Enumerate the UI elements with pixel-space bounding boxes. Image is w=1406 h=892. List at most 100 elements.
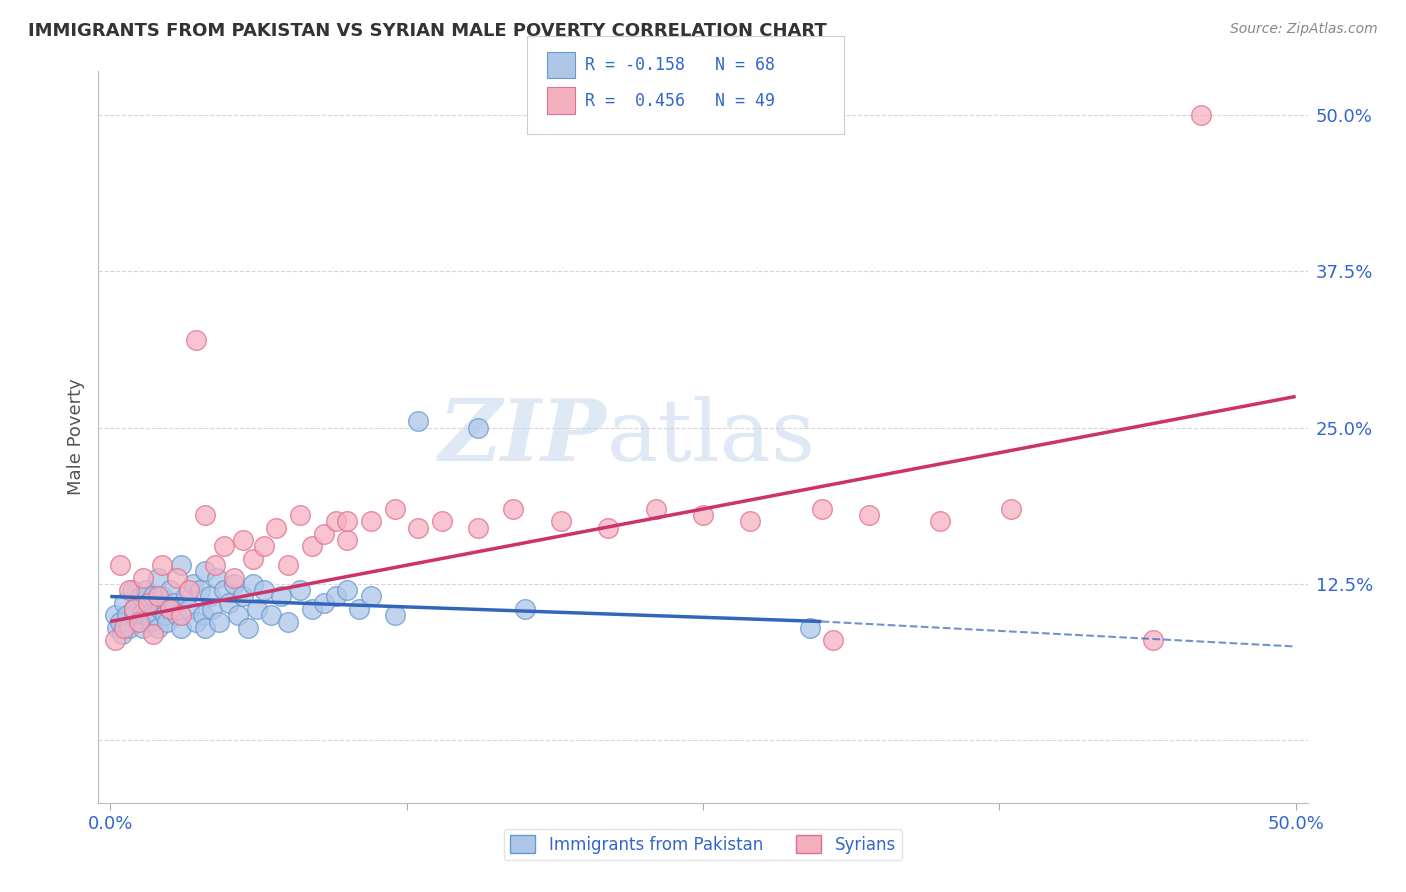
Point — [325, 590, 347, 604]
Point — [212, 540, 235, 554]
Point — [242, 577, 264, 591]
Point — [128, 615, 150, 629]
Point — [823, 633, 845, 648]
Point — [177, 583, 200, 598]
Text: ZIP: ZIP — [439, 395, 606, 479]
Point — [598, 521, 620, 535]
Point — [301, 602, 323, 616]
Point — [104, 633, 127, 648]
Point — [325, 515, 347, 529]
Point — [129, 608, 152, 623]
Point — [132, 571, 155, 585]
Point — [692, 508, 714, 523]
Point — [236, 621, 259, 635]
Point — [108, 615, 131, 629]
Point — [218, 596, 240, 610]
Point — [810, 502, 832, 516]
Point — [184, 615, 207, 629]
Point — [384, 608, 406, 623]
Point — [114, 621, 136, 635]
Point — [128, 615, 150, 629]
Text: R =  0.456   N = 49: R = 0.456 N = 49 — [585, 92, 775, 110]
Point — [132, 621, 155, 635]
Point — [288, 583, 311, 598]
Point — [467, 420, 489, 434]
Point — [204, 558, 226, 573]
Point — [139, 615, 162, 629]
Point — [159, 602, 181, 616]
Point — [336, 515, 359, 529]
Point — [644, 502, 666, 516]
Point — [114, 596, 136, 610]
Point — [432, 515, 454, 529]
Point — [222, 571, 245, 585]
Point — [194, 565, 217, 579]
Point — [166, 608, 188, 623]
Point — [159, 602, 181, 616]
Point — [242, 552, 264, 566]
Point — [1000, 502, 1022, 516]
Point — [502, 502, 524, 516]
Point — [152, 558, 174, 573]
Point — [122, 608, 145, 623]
Point — [201, 602, 224, 616]
Legend: Immigrants from Pakistan, Syrians: Immigrants from Pakistan, Syrians — [503, 829, 903, 860]
Point — [174, 590, 197, 604]
Point — [384, 502, 406, 516]
Point — [929, 515, 952, 529]
Point — [159, 583, 181, 598]
Point — [142, 627, 165, 641]
Point — [135, 608, 157, 623]
Point — [111, 627, 134, 641]
Point — [1142, 633, 1164, 648]
Text: atlas: atlas — [606, 395, 815, 479]
Point — [170, 558, 193, 573]
Point — [253, 540, 276, 554]
Point — [408, 521, 430, 535]
Point — [115, 608, 138, 623]
Point — [191, 608, 214, 623]
Point — [1189, 108, 1212, 122]
Point — [467, 521, 489, 535]
Point — [336, 533, 359, 548]
Point — [142, 590, 165, 604]
Point — [740, 515, 762, 529]
Point — [136, 596, 159, 610]
Point — [135, 583, 157, 598]
Point — [184, 333, 207, 347]
Point — [153, 608, 176, 623]
Point — [146, 621, 169, 635]
Point — [129, 590, 152, 604]
Point — [166, 571, 188, 585]
Point — [288, 508, 311, 523]
Point — [149, 602, 172, 616]
Point — [253, 583, 276, 598]
Point — [277, 558, 299, 573]
Point — [270, 590, 292, 604]
Point — [152, 590, 174, 604]
Point — [194, 508, 217, 523]
Point — [205, 571, 228, 585]
Point — [312, 596, 335, 610]
Point — [232, 590, 254, 604]
Point — [198, 590, 221, 604]
Point — [360, 515, 382, 529]
Point — [799, 621, 821, 635]
Text: Source: ZipAtlas.com: Source: ZipAtlas.com — [1230, 22, 1378, 37]
Point — [408, 414, 430, 428]
Point — [360, 590, 382, 604]
Point — [122, 602, 145, 616]
Point — [260, 608, 283, 623]
Point — [121, 583, 143, 598]
Y-axis label: Male Poverty: Male Poverty — [66, 379, 84, 495]
Point — [208, 615, 231, 629]
Point — [550, 515, 572, 529]
Point — [212, 583, 235, 598]
Point — [108, 558, 131, 573]
Point — [146, 590, 169, 604]
Point — [104, 608, 127, 623]
Point — [226, 608, 249, 623]
Point — [136, 596, 159, 610]
Point — [170, 608, 193, 623]
Point — [143, 608, 166, 623]
